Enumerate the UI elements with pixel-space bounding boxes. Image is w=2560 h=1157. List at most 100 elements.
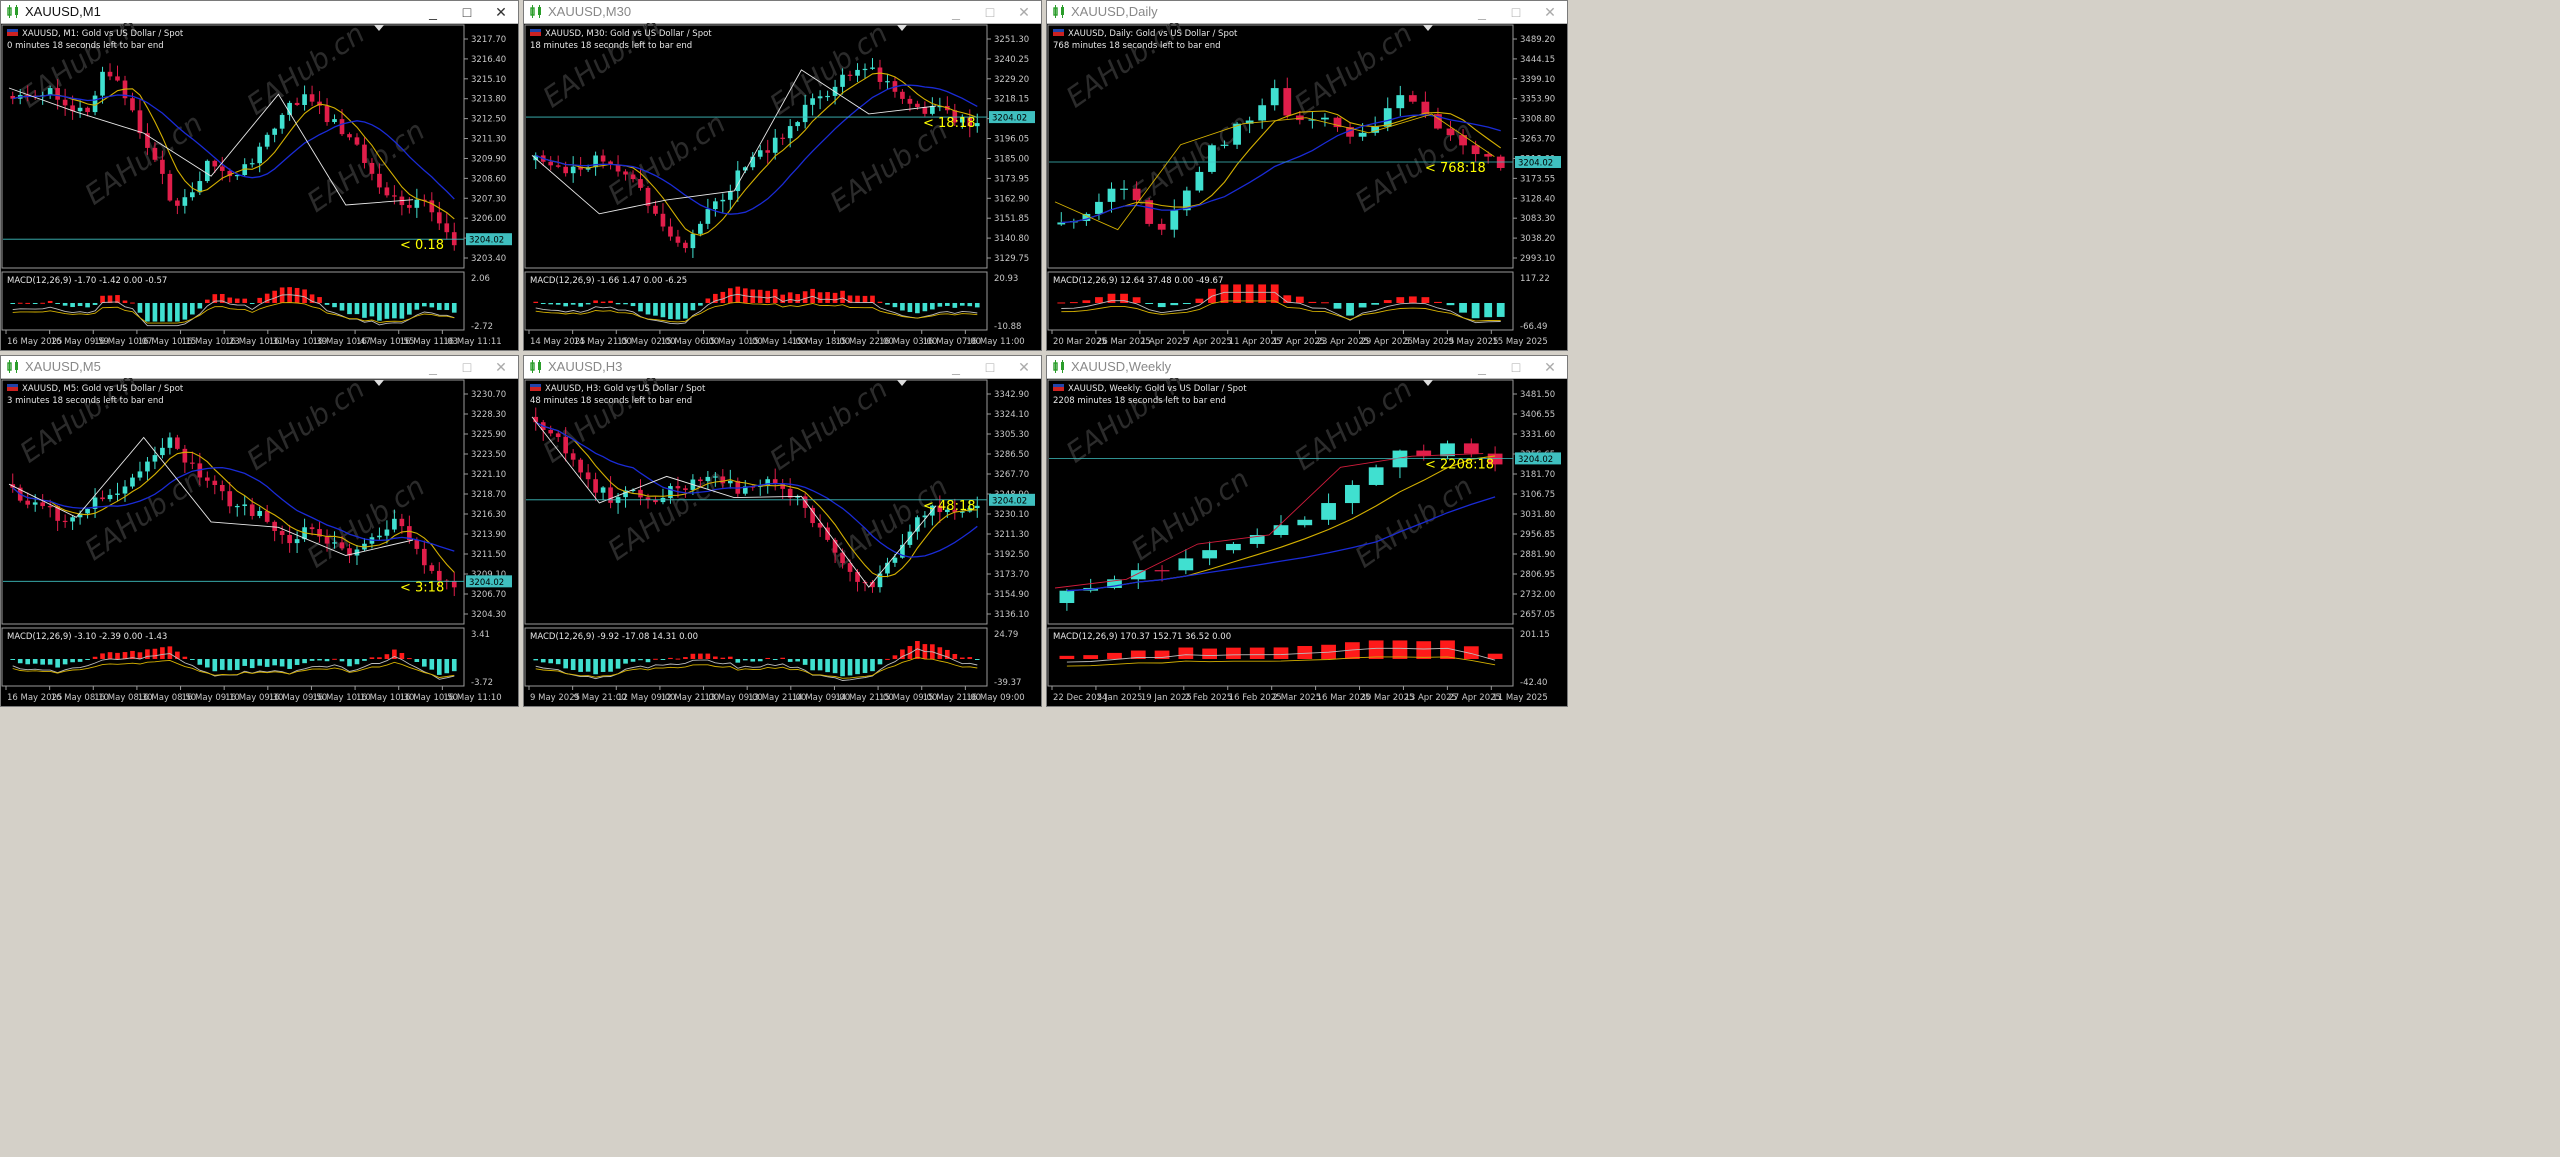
candle-body [234,174,240,177]
macd-bar [444,659,450,674]
window-titlebar[interactable]: XAUUSD,M5 _ □ ✕ [1,356,518,379]
window-titlebar[interactable]: XAUUSD,M30 _ □ ✕ [524,1,1041,24]
macd-bar [362,303,367,318]
time-axis-label: 13 May 09:00 [705,693,763,703]
candle-body [294,102,300,105]
macd-bar [1069,302,1078,304]
candle-body [930,105,935,114]
minimize-button[interactable]: _ [952,359,960,375]
price-scale-label: 3240.25 [994,55,1029,65]
macd-bar [55,659,60,668]
macd-bar [900,649,905,659]
maximize-button[interactable]: □ [1511,359,1521,375]
chart-shift-marker[interactable] [897,380,907,386]
close-button[interactable]: ✕ [1544,359,1556,375]
chart-window-m5[interactable]: XAUUSD,M5 _ □ ✕ EAHub.cn EAHub.cn EAHub.cn EAHu… [0,355,519,707]
macd-bar [1383,300,1392,303]
macd-bar [907,646,913,659]
chart-shift-marker[interactable] [897,25,907,31]
candle-body [593,479,598,493]
macd-bar [242,298,248,303]
macd-bar [668,657,673,659]
time-axis-label: 16 May 2025 [7,337,62,347]
candle-body [698,223,703,234]
window-titlebar[interactable]: XAUUSD,Weekly _ □ ✕ [1047,356,1567,379]
macd-bar [1358,303,1367,308]
candle-body [1132,188,1141,201]
candle-body [855,69,860,76]
price-scale-label: 3223.50 [471,450,506,460]
time-axis-label: 16 May 10:47 [312,337,370,347]
candle-body [974,505,980,509]
maximize-button[interactable]: □ [462,4,472,20]
chart-shift-marker[interactable] [374,380,384,386]
window-titlebar[interactable]: XAUUSD,H3 _ □ ✕ [524,356,1041,379]
time-axis-label: 16 May 11:00 [966,337,1024,347]
maximize-button[interactable]: □ [985,359,995,375]
minimize-button[interactable]: _ [429,4,437,20]
window-title: XAUUSD,H3 [548,359,623,374]
maximize-button[interactable]: □ [462,359,472,375]
chart-window-daily[interactable]: XAUUSD,Daily _ □ ✕ EAHub.cn EAHub.cn EAHub.cn E… [1046,0,1568,351]
close-button[interactable]: ✕ [1018,359,1030,375]
macd-bar [645,303,651,315]
time-axis-label: 16 May 10:10 [312,693,370,703]
chart-shift-marker[interactable] [1423,380,1433,386]
candle-body [32,502,38,505]
candle-body [1434,114,1442,129]
candle-body [212,480,218,485]
maximize-button[interactable]: □ [985,4,995,20]
minimize-button[interactable]: _ [1478,4,1486,20]
time-axis-label: 16 May 10:31 [225,337,283,347]
chart-window-weekly[interactable]: XAUUSD,Weekly _ □ ✕ EAHub.cn EAHub.cn EAHub.cn… [1046,355,1568,707]
chart-window-m1[interactable]: XAUUSD,M1 _ □ ✕ EAHub.cn EAHub.cn EAHub.cn EAHu… [0,0,519,351]
maximize-button[interactable]: □ [1511,4,1521,20]
macd-scale-max: 3.41 [471,630,490,640]
candle-body [555,433,561,438]
close-button[interactable]: ✕ [1018,4,1030,20]
macd-bar [1283,295,1292,303]
candle-body [638,179,643,188]
macd-header: MACD(12,26,9) 12.64 37.48 0.00 -49.67 [1053,276,1223,286]
close-button[interactable]: ✕ [1544,4,1556,20]
candle-body [698,479,703,482]
candle-body [1202,550,1218,559]
macd-bar [272,290,277,303]
macd-bar [1107,652,1122,659]
price-scale-label: 3206.00 [471,214,506,224]
minimize-button[interactable]: _ [952,4,960,20]
window-titlebar[interactable]: XAUUSD,M1 _ □ ✕ [1,1,518,24]
candle-body [570,166,576,174]
time-axis-label: 16 May 10:30 [356,693,414,703]
chart-shift-marker[interactable] [374,25,384,31]
candle-body [1368,467,1384,485]
macd-bar [145,649,150,659]
watermark: EAHub.cn [79,462,209,567]
macd-bar [563,303,568,307]
candle-body [25,95,31,97]
chart-shift-marker[interactable] [1423,25,1433,31]
window-titlebar[interactable]: XAUUSD,Daily _ □ ✕ [1047,1,1567,24]
chart-window-m30[interactable]: XAUUSD,M30 _ □ ✕ EAHub.cn EAHub.cn EAHub.cn EAH… [523,0,1042,351]
candle-body [825,527,830,540]
price-tag-label: 3204.02 [992,114,1027,124]
candle-body [1392,450,1408,468]
minimize-button[interactable]: _ [1478,359,1486,375]
flag-icon-stripe [530,387,541,391]
macd-bar [660,659,666,660]
close-button[interactable]: ✕ [495,359,507,375]
close-button[interactable]: ✕ [495,4,507,20]
macd-histogram [533,641,980,677]
minimize-button[interactable]: _ [429,359,437,375]
macd-bar [25,659,31,665]
macd-bar [952,653,958,659]
candle-body [1154,570,1170,572]
chart-window-h3[interactable]: XAUUSD,H3 _ □ ✕ EAHub.cn EAHub.cn EAHub.cn EAHu… [523,355,1042,707]
candle-body [160,447,165,456]
